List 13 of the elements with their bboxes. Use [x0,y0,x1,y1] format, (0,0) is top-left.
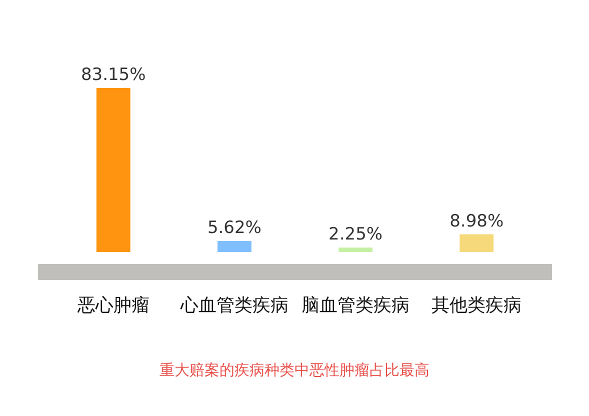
x-tick-label: 心血管类疾病 [179,295,288,316]
x-tick-label: 其他类疾病 [432,295,522,316]
x-tick-label: 脑血管类疾病 [302,295,410,316]
data-label: 8.98% [450,211,504,232]
bar [338,248,372,252]
x-tick-label: 恶心肿瘤 [76,295,150,316]
bar [218,240,252,252]
data-label: 2.25% [328,224,383,245]
text: 重大赔案的疾病种类中恶性肿瘤占比最高 [160,361,430,379]
bar [96,88,130,252]
data-label: 5.62% [207,218,262,238]
data-label: 83.15% [80,65,146,85]
bar [460,234,494,252]
